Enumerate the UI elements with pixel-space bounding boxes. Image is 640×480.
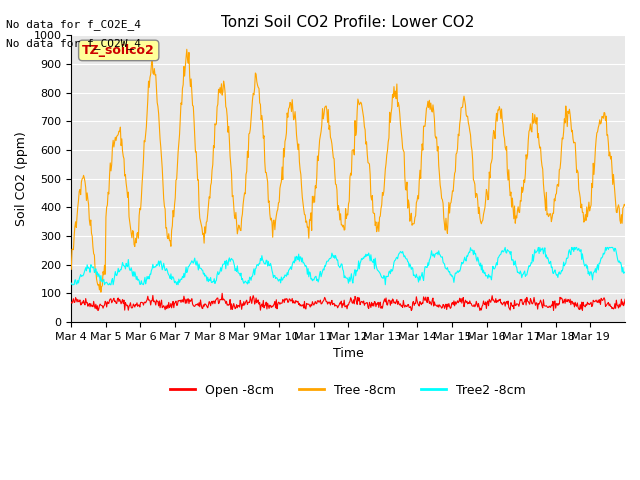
- Title: Tonzi Soil CO2 Profile: Lower CO2: Tonzi Soil CO2 Profile: Lower CO2: [221, 15, 475, 30]
- Text: No data for f_CO2E_4: No data for f_CO2E_4: [6, 19, 141, 30]
- Text: No data for f_CO2W_4: No data for f_CO2W_4: [6, 38, 141, 49]
- X-axis label: Time: Time: [333, 347, 364, 360]
- Text: TZ_soilco2: TZ_soilco2: [83, 44, 155, 57]
- Y-axis label: Soil CO2 (ppm): Soil CO2 (ppm): [15, 131, 28, 226]
- Legend: Open -8cm, Tree -8cm, Tree2 -8cm: Open -8cm, Tree -8cm, Tree2 -8cm: [165, 379, 531, 402]
